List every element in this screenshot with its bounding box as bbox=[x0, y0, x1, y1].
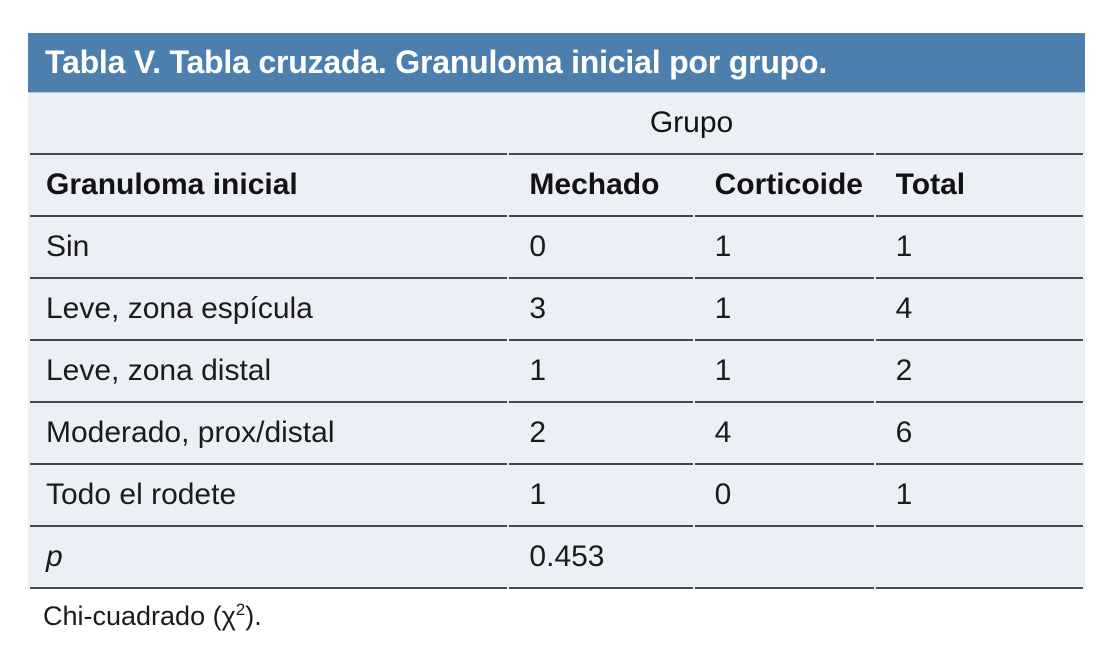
row-label: Moderado, prox/distal bbox=[30, 403, 508, 465]
column-header-granuloma-inicial: Granuloma inicial bbox=[30, 155, 508, 217]
footnote: Chi-cuadrado (χ2). bbox=[28, 601, 1085, 632]
cell-corticoide: 4 bbox=[694, 403, 874, 465]
column-header-row: Granuloma inicial Mechado Corticoide Tot… bbox=[30, 155, 1083, 217]
footnote-suffix: ). bbox=[245, 601, 262, 631]
cell-mechado: 1 bbox=[509, 465, 693, 527]
footnote-superscript: 2 bbox=[235, 600, 246, 619]
cell-corticoide: 1 bbox=[694, 279, 874, 341]
cell-corticoide: 1 bbox=[694, 217, 874, 279]
cell-total: 1 bbox=[875, 465, 1083, 527]
cell-mechado: 0 bbox=[509, 217, 693, 279]
column-header-corticoide: Corticoide bbox=[694, 155, 874, 217]
table-row-todo-rodete: Todo el rodete 1 0 1 bbox=[30, 465, 1083, 527]
table-title: Tabla V. Tabla cruzada. Granuloma inicia… bbox=[45, 44, 828, 80]
table-row-p-value: p 0.453 bbox=[30, 527, 1083, 589]
p-value: 0.453 bbox=[509, 527, 693, 589]
row-label: Sin bbox=[30, 217, 508, 279]
cell-mechado: 3 bbox=[509, 279, 693, 341]
cell-total: 1 bbox=[875, 217, 1083, 279]
table-row-sin: Sin 0 1 1 bbox=[30, 217, 1083, 279]
group-row-empty-left-cell bbox=[30, 93, 508, 155]
table-title-bar: Tabla V. Tabla cruzada. Granuloma inicia… bbox=[28, 33, 1085, 93]
p-row-empty-cell bbox=[694, 527, 874, 589]
table-row-moderado: Moderado, prox/distal 2 4 6 bbox=[30, 403, 1083, 465]
group-header-cell: Grupo bbox=[509, 93, 874, 155]
group-row-empty-right-cell bbox=[875, 93, 1083, 155]
cross-table: Grupo Granuloma inicial Mechado Corticoi… bbox=[28, 93, 1085, 589]
cell-total: 2 bbox=[875, 341, 1083, 403]
row-label: Leve, zona distal bbox=[30, 341, 508, 403]
cell-total: 4 bbox=[875, 279, 1083, 341]
row-label: Leve, zona espícula bbox=[30, 279, 508, 341]
cell-mechado: 1 bbox=[509, 341, 693, 403]
p-row-empty-cell bbox=[875, 527, 1083, 589]
table-row-leve-espicula: Leve, zona espícula 3 1 4 bbox=[30, 279, 1083, 341]
row-label: Todo el rodete bbox=[30, 465, 508, 527]
cell-corticoide: 1 bbox=[694, 341, 874, 403]
cell-corticoide: 0 bbox=[694, 465, 874, 527]
group-header-row: Grupo bbox=[30, 93, 1083, 155]
column-header-mechado: Mechado bbox=[509, 155, 693, 217]
column-header-total: Total bbox=[875, 155, 1083, 217]
cell-mechado: 2 bbox=[509, 403, 693, 465]
cell-total: 6 bbox=[875, 403, 1083, 465]
footnote-text: Chi-cuadrado (χ bbox=[43, 601, 236, 631]
table-card: Tabla V. Tabla cruzada. Granuloma inicia… bbox=[28, 33, 1085, 632]
p-value-label: p bbox=[30, 527, 508, 589]
table-row-leve-distal: Leve, zona distal 1 1 2 bbox=[30, 341, 1083, 403]
